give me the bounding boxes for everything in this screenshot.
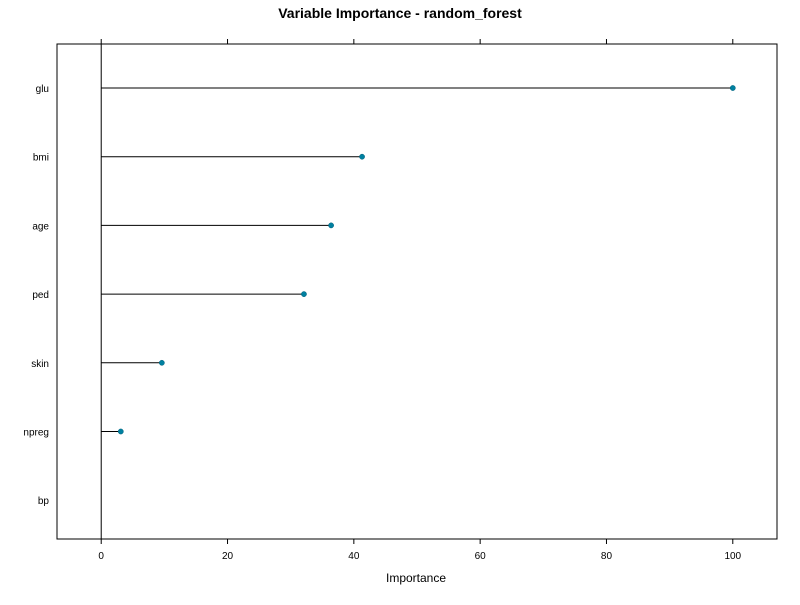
lollipop-point [117, 428, 124, 435]
x-tick-label: 20 [222, 551, 234, 562]
lollipop-point [301, 291, 307, 297]
x-tick-label: 0 [98, 551, 104, 562]
y-category-label: skin [31, 359, 49, 370]
x-axis-bottom: 0 20 40 60 80 100 [98, 539, 742, 562]
chart-title: Variable Importance - random_forest [278, 5, 522, 21]
lollipop-point [158, 359, 165, 366]
lollipop-point [359, 153, 365, 160]
lollipop-point [729, 85, 736, 91]
y-category-label: ped [32, 290, 49, 301]
x-axis-top [100, 39, 734, 44]
x-tick-label: 80 [601, 551, 613, 562]
y-category-label: bp [38, 496, 50, 507]
x-axis-title: Importance [386, 571, 446, 585]
y-axis-labels: glu bmi age ped skin npreg bp [23, 84, 49, 507]
y-category-label: glu [36, 84, 49, 95]
x-tick-label: 60 [475, 551, 487, 562]
y-category-label: bmi [33, 153, 49, 164]
y-category-label: npreg [23, 428, 49, 439]
x-tick-label: 100 [724, 551, 741, 562]
plot-frame [56, 43, 778, 540]
y-category-label: age [32, 221, 49, 232]
lollipop-point [328, 222, 334, 229]
marks-layer [101, 85, 736, 435]
x-tick-label: 40 [348, 551, 360, 562]
